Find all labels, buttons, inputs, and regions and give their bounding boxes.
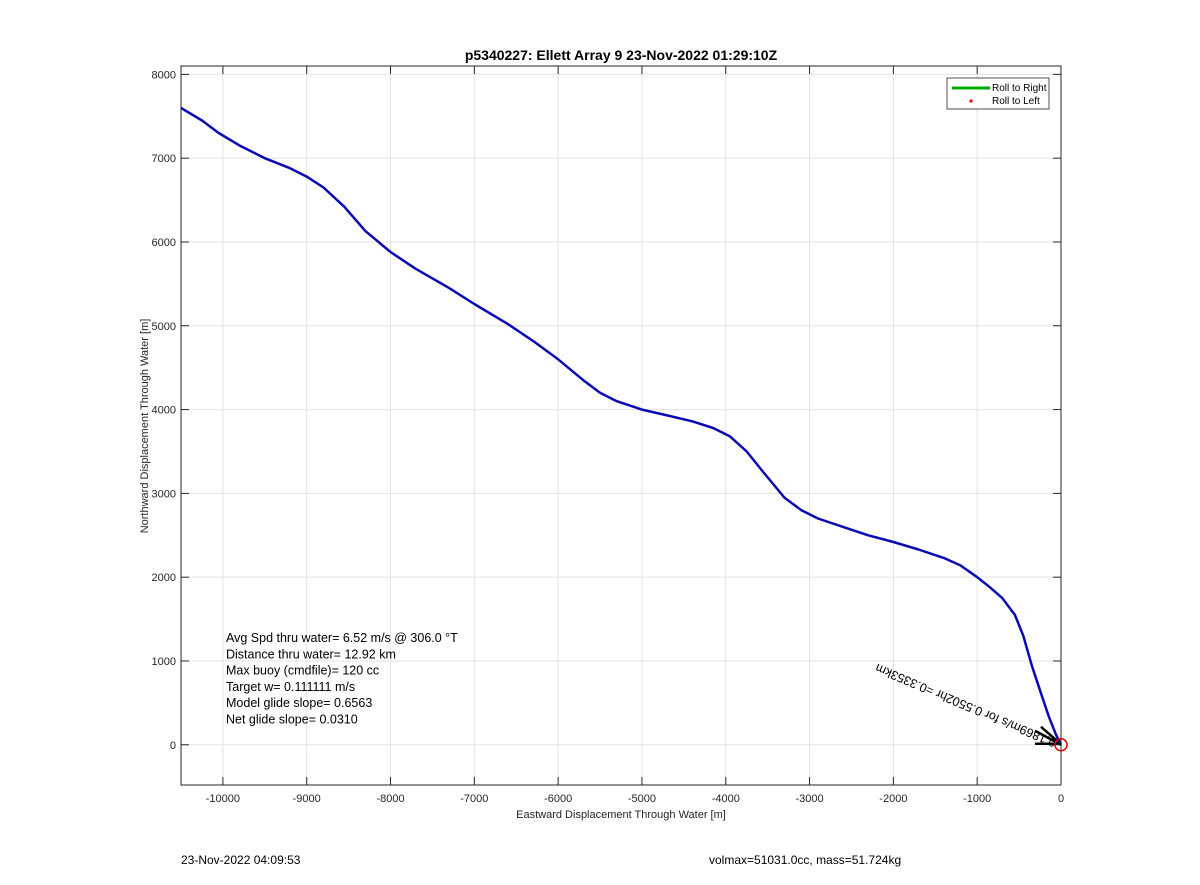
current-annotation-layer: 0.1869m/s for 0.5502hr =0.3353km xyxy=(873,661,1068,752)
stat-line: Max buoy (cmdfile)= 120 cc xyxy=(226,664,379,678)
stat-line: Distance thru water= 12.92 km xyxy=(226,647,396,661)
chart-title: p5340227: Ellett Array 9 23-Nov-2022 01:… xyxy=(465,47,778,63)
legend-label-roll-right: Roll to Right xyxy=(992,83,1047,94)
end-position-marker xyxy=(1054,738,1068,752)
series-line xyxy=(180,106,1063,746)
x-axis: -10000 -9000 -8000 -7000 -6000 -5000 -4000 -300… xyxy=(206,66,1064,805)
x-tick-label: -4000 xyxy=(712,793,740,805)
y-tick-label: 6000 xyxy=(152,237,176,249)
y-tick-label: 7000 xyxy=(152,153,176,165)
current-arrow-shaft xyxy=(1034,729,1062,746)
current-arrow-head xyxy=(1040,725,1058,742)
current-annotation: 0.1869m/s for 0.5502hr =0.3353km xyxy=(873,661,1058,750)
y-tick-label: 0 xyxy=(170,740,176,752)
y-axis-label: Northward Displacement Through Water [m] xyxy=(139,319,151,534)
x-tick-label: -8000 xyxy=(376,793,404,805)
x-tick-label: -9000 xyxy=(293,793,321,805)
legend-dot-roll-left xyxy=(969,99,973,103)
x-axis-label: Eastward Displacement Through Water [m] xyxy=(516,809,726,821)
x-tick-label: -1000 xyxy=(963,793,991,805)
x-tick-label: -3000 xyxy=(796,793,824,805)
y-tick-label: 4000 xyxy=(152,405,176,417)
x-tick-label: -7000 xyxy=(460,793,488,805)
y-tick-label: 3000 xyxy=(152,488,176,500)
y-tick-label: 1000 xyxy=(152,656,176,668)
stats-text-block: Avg Spd thru water= 6.52 m/s @ 306.0 °T D… xyxy=(226,631,458,727)
footer-glider-params: volmax=51031.0cc, mass=51.724kg xyxy=(709,853,902,867)
legend-box xyxy=(946,77,1050,110)
x-tick-label: -2000 xyxy=(879,793,907,805)
y-tick-label: 8000 xyxy=(152,69,176,81)
series-layer xyxy=(180,106,1063,746)
legend: Roll to Right Roll to Left xyxy=(946,77,1050,110)
plot-area xyxy=(180,65,1062,786)
legend-label-roll-left: Roll to Left xyxy=(992,96,1040,107)
stat-line: Model glide slope= 0.6563 xyxy=(226,696,372,710)
y-tick-label: 2000 xyxy=(152,572,176,584)
footer-timestamp: 23-Nov-2022 04:09:53 xyxy=(181,853,301,867)
stat-line: Net glide slope= 0.0310 xyxy=(226,713,358,727)
stat-line: Target w= 0.111111 m/s xyxy=(226,680,355,694)
y-axis: 0 1000 2000 3000 4000 5000 6000 7000 8000 xyxy=(152,69,1061,752)
x-tick-label: 0 xyxy=(1058,793,1064,805)
y-tick-label: 5000 xyxy=(152,321,176,333)
stat-line: Avg Spd thru water= 6.52 m/s @ 306.0 °T xyxy=(226,631,458,645)
x-tick-label: -6000 xyxy=(544,793,572,805)
x-tick-label: -10000 xyxy=(206,793,240,805)
x-tick-label: -5000 xyxy=(628,793,656,805)
